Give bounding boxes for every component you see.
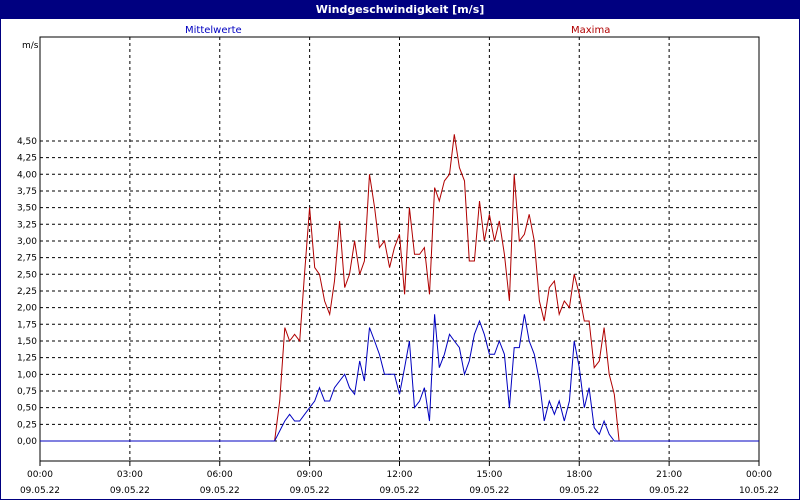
y-tick-label: 1,25 xyxy=(17,354,37,364)
y-tick-label: 2,50 xyxy=(17,270,37,280)
y-tick-label: 3,25 xyxy=(17,220,37,230)
x-tick-time-label: 06:00 xyxy=(207,470,233,480)
y-tick-label: 0,50 xyxy=(17,404,37,414)
series-lines xyxy=(40,134,759,442)
y-axis-ticks: 0,00 0,25 0,50 0,75 1,00 1,25 1,50 1,75 2,00 2,25… xyxy=(17,137,37,447)
y-tick-label: 0,00 xyxy=(17,437,37,447)
x-tick-time-label: 18:00 xyxy=(566,470,592,480)
x-tick-time-label: 00:00 xyxy=(746,470,772,480)
x-tick-date-label: 09.05.22 xyxy=(110,486,150,496)
y-tick-label: 1,75 xyxy=(17,320,37,330)
y-tick-label: 1,00 xyxy=(17,370,37,380)
y-tick-label: 2,75 xyxy=(17,254,37,264)
y-axis-unit: m/s xyxy=(22,41,39,51)
series-line-mittelwerte xyxy=(40,314,759,442)
x-axis-ticks: 00:00 09.05.22 03:00 09.05.22 06:00 09.05.22 0… xyxy=(20,461,779,496)
x-tick-date-label: 09.05.22 xyxy=(469,486,509,496)
x-tick-time-label: 12:00 xyxy=(387,470,413,480)
x-tick-date-label: 09.05.22 xyxy=(559,486,599,496)
series-line-maxima xyxy=(40,134,759,442)
legend-mittelwerte: Mittelwerte xyxy=(185,25,242,36)
x-tick-time-label: 03:00 xyxy=(117,470,143,480)
grid xyxy=(40,37,759,461)
y-tick-label: 4,00 xyxy=(17,170,37,180)
x-tick-time-label: 09:00 xyxy=(297,470,323,480)
y-tick-label: 4,50 xyxy=(17,137,37,147)
x-tick-date-label: 09.05.22 xyxy=(649,486,689,496)
y-tick-label: 2,00 xyxy=(17,304,37,314)
x-tick-date-label: 09.05.22 xyxy=(200,486,240,496)
x-tick-time-label: 15:00 xyxy=(476,470,502,480)
x-tick-date-label: 10.05.22 xyxy=(739,486,779,496)
y-tick-label: 3,00 xyxy=(17,237,37,247)
y-tick-label: 2,25 xyxy=(17,287,37,297)
x-tick-time-label: 21:00 xyxy=(656,470,682,480)
y-tick-label: 3,75 xyxy=(17,187,37,197)
y-tick-label: 4,25 xyxy=(17,154,37,164)
x-tick-time-label: 00:00 xyxy=(27,470,53,480)
x-tick-date-label: 09.05.22 xyxy=(290,486,330,496)
y-tick-label: 1,50 xyxy=(17,337,37,347)
y-tick-label: 3,50 xyxy=(17,204,37,214)
y-tick-label: 0,75 xyxy=(17,387,37,397)
x-tick-date-label: 09.05.22 xyxy=(379,486,419,496)
y-tick-label: 0,25 xyxy=(17,420,37,430)
chart-title: Windgeschwindigkeit [m/s] xyxy=(1,1,799,19)
legend-maxima: Maxima xyxy=(571,25,611,36)
x-tick-date-label: 09.05.22 xyxy=(20,486,60,496)
